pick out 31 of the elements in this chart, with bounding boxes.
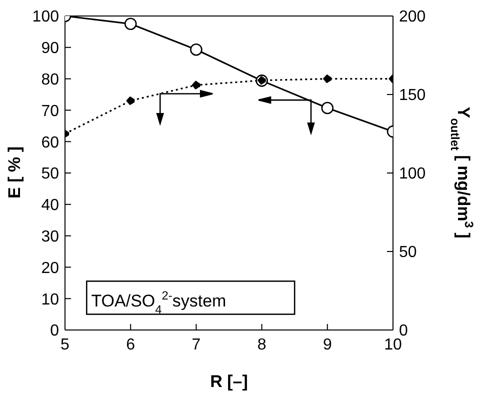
y-tick-label: 90 (41, 40, 60, 58)
x-tick-label: 6 (126, 336, 136, 354)
point (321, 102, 334, 114)
y-tick-label: 10 (41, 291, 60, 308)
y-tick-label: 50 (41, 166, 60, 183)
y2-tick-label: 50 (399, 244, 417, 262)
annotation: TOA/SO$_{4}$$^{2-}$system (91, 288, 226, 316)
y-tick-label: 30 (41, 228, 60, 246)
x-tick-label: 9 (322, 336, 332, 354)
x-tick-label: 7 (192, 336, 201, 354)
point (126, 96, 135, 105)
y-tick-label: 20 (41, 260, 60, 277)
y2-tick-label: 150 (399, 87, 426, 104)
x-axis-title: R [–] (210, 372, 248, 391)
point (192, 80, 200, 90)
point (124, 18, 137, 30)
x-tick-label: 5 (60, 336, 70, 354)
y-tick-label: 100 (32, 8, 60, 26)
y2-tick-label: 0 (399, 322, 408, 340)
point (323, 74, 332, 83)
y-tick-label: 70 (41, 102, 60, 120)
point (190, 43, 202, 56)
y-tick-label: 60 (41, 134, 60, 152)
y-tick-label: 0 (50, 322, 60, 340)
x-tick-label: 8 (257, 336, 266, 354)
y-tick-label: 80 (41, 71, 60, 88)
y-axis-title: E [ % ] (5, 146, 24, 198)
y2-tick-label: 200 (399, 8, 426, 26)
y2-tick-label: 100 (399, 166, 426, 183)
y-tick-label: 40 (41, 197, 60, 214)
x-tick-label: 10 (384, 336, 402, 354)
